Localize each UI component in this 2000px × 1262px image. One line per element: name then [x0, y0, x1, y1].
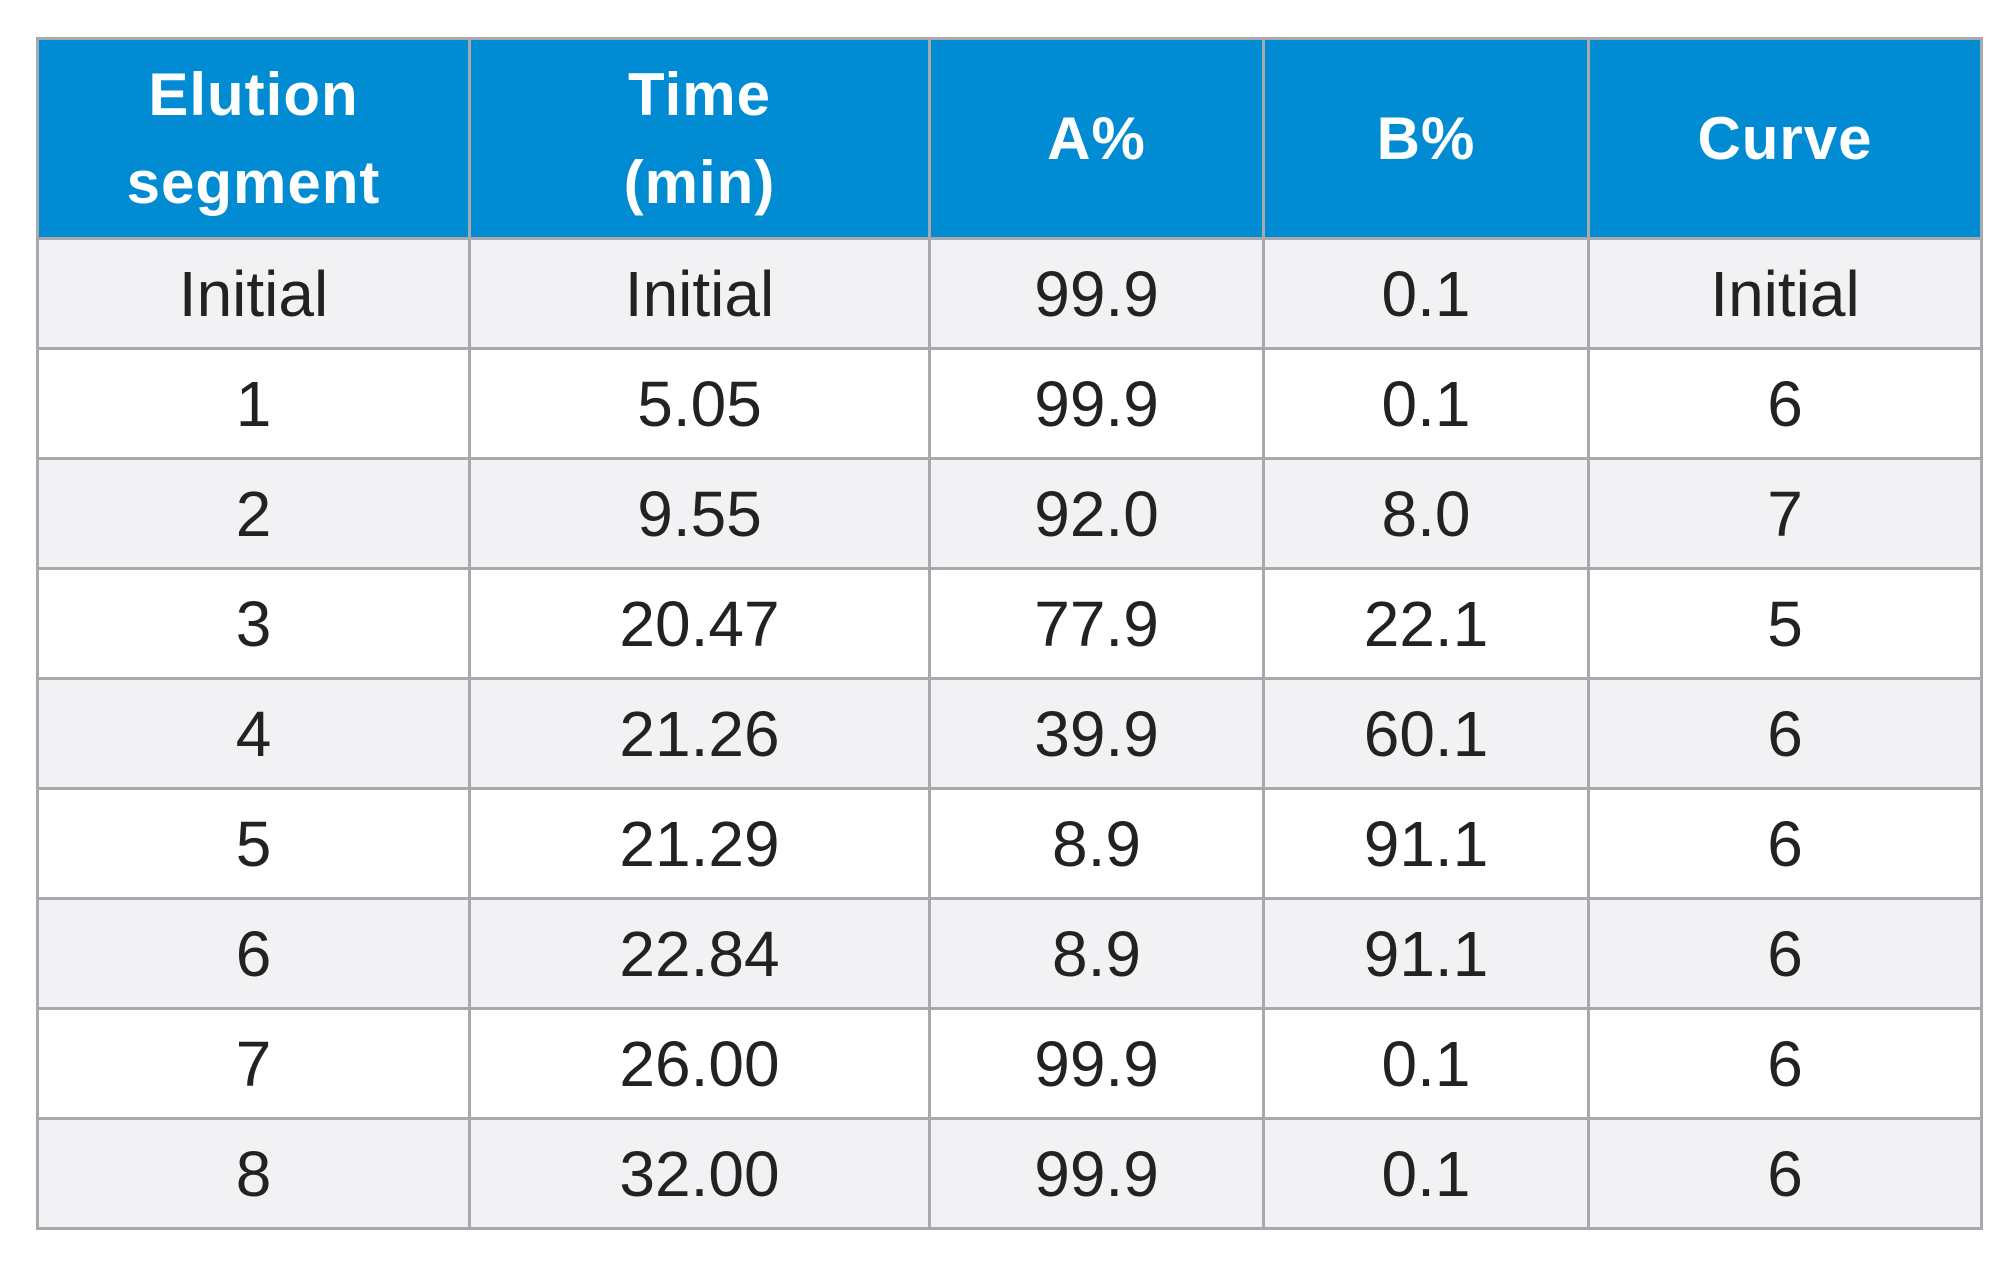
- cell-b-percent: 0.1: [1262, 1007, 1590, 1120]
- cell-curve: 6: [1587, 897, 1983, 1010]
- cell-curve: 7: [1587, 457, 1983, 570]
- cell-b-percent: 22.1: [1262, 567, 1590, 680]
- header-line: A%: [1047, 104, 1146, 172]
- cell-a-percent: 99.9: [928, 237, 1265, 350]
- cell-time: 26.00: [468, 1007, 931, 1120]
- cell-a-percent: 8.9: [928, 787, 1265, 900]
- cell-curve: 6: [1587, 1117, 1983, 1230]
- cell-a-percent: 77.9: [928, 567, 1265, 680]
- table-row: 2 9.55 92.0 8.0 7: [36, 457, 1983, 570]
- table-row: 1 5.05 99.9 0.1 6: [36, 347, 1983, 460]
- table-row: 7 26.00 99.9 0.1 6: [36, 1007, 1983, 1120]
- cell-a-percent: 39.9: [928, 677, 1265, 790]
- header-line: segment: [126, 148, 381, 216]
- cell-curve: 5: [1587, 567, 1983, 680]
- header-line: Elution: [148, 60, 359, 128]
- table-row: Initial Initial 99.9 0.1 Initial: [36, 237, 1983, 350]
- cell-elution-segment: 1: [36, 347, 471, 460]
- header-row: Elution segment Time (min) A% B% Curve: [36, 37, 1983, 240]
- table-header: Elution segment Time (min) A% B% Curve: [36, 37, 1983, 240]
- header-time: Time (min): [468, 37, 931, 240]
- cell-curve: 6: [1587, 1007, 1983, 1120]
- cell-elution-segment: 5: [36, 787, 471, 900]
- table-body: Initial Initial 99.9 0.1 Initial 1 5.05 99.9 0.1…: [36, 237, 1983, 1230]
- cell-time: 22.84: [468, 897, 931, 1010]
- table-row: 4 21.26 39.9 60.1 6: [36, 677, 1983, 790]
- cell-elution-segment: 2: [36, 457, 471, 570]
- cell-elution-segment: 6: [36, 897, 471, 1010]
- header-line: Curve: [1697, 104, 1873, 172]
- cell-a-percent: 8.9: [928, 897, 1265, 1010]
- gradient-table-container: Elution segment Time (min) A% B% Curve: [36, 37, 1983, 1230]
- cell-time: 5.05: [468, 347, 931, 460]
- cell-elution-segment: 3: [36, 567, 471, 680]
- cell-time: 21.29: [468, 787, 931, 900]
- cell-a-percent: 99.9: [928, 1007, 1265, 1120]
- header-line: (min): [623, 148, 776, 216]
- cell-curve: Initial: [1587, 237, 1983, 350]
- cell-b-percent: 0.1: [1262, 237, 1590, 350]
- header-elution-segment: Elution segment: [36, 37, 471, 240]
- cell-curve: 6: [1587, 677, 1983, 790]
- cell-elution-segment: 8: [36, 1117, 471, 1230]
- cell-time: 21.26: [468, 677, 931, 790]
- gradient-table: Elution segment Time (min) A% B% Curve: [36, 37, 1983, 1230]
- table-row: 3 20.47 77.9 22.1 5: [36, 567, 1983, 680]
- cell-b-percent: 91.1: [1262, 787, 1590, 900]
- cell-b-percent: 0.1: [1262, 347, 1590, 460]
- table-row: 6 22.84 8.9 91.1 6: [36, 897, 1983, 1010]
- cell-b-percent: 8.0: [1262, 457, 1590, 570]
- table-row: 8 32.00 99.9 0.1 6: [36, 1117, 1983, 1230]
- header-line: B%: [1376, 104, 1476, 172]
- cell-time: 20.47: [468, 567, 931, 680]
- cell-b-percent: 91.1: [1262, 897, 1590, 1010]
- cell-a-percent: 92.0: [928, 457, 1265, 570]
- cell-a-percent: 99.9: [928, 347, 1265, 460]
- cell-curve: 6: [1587, 347, 1983, 460]
- cell-elution-segment: 7: [36, 1007, 471, 1120]
- cell-time: 9.55: [468, 457, 931, 570]
- header-a-percent: A%: [928, 37, 1265, 240]
- header-b-percent: B%: [1262, 37, 1590, 240]
- table-row: 5 21.29 8.9 91.1 6: [36, 787, 1983, 900]
- cell-time: Initial: [468, 237, 931, 350]
- cell-curve: 6: [1587, 787, 1983, 900]
- cell-b-percent: 60.1: [1262, 677, 1590, 790]
- cell-elution-segment: 4: [36, 677, 471, 790]
- cell-elution-segment: Initial: [36, 237, 471, 350]
- cell-a-percent: 99.9: [928, 1117, 1265, 1230]
- cell-time: 32.00: [468, 1117, 931, 1230]
- cell-b-percent: 0.1: [1262, 1117, 1590, 1230]
- header-line: Time: [628, 60, 771, 128]
- header-curve: Curve: [1587, 37, 1983, 240]
